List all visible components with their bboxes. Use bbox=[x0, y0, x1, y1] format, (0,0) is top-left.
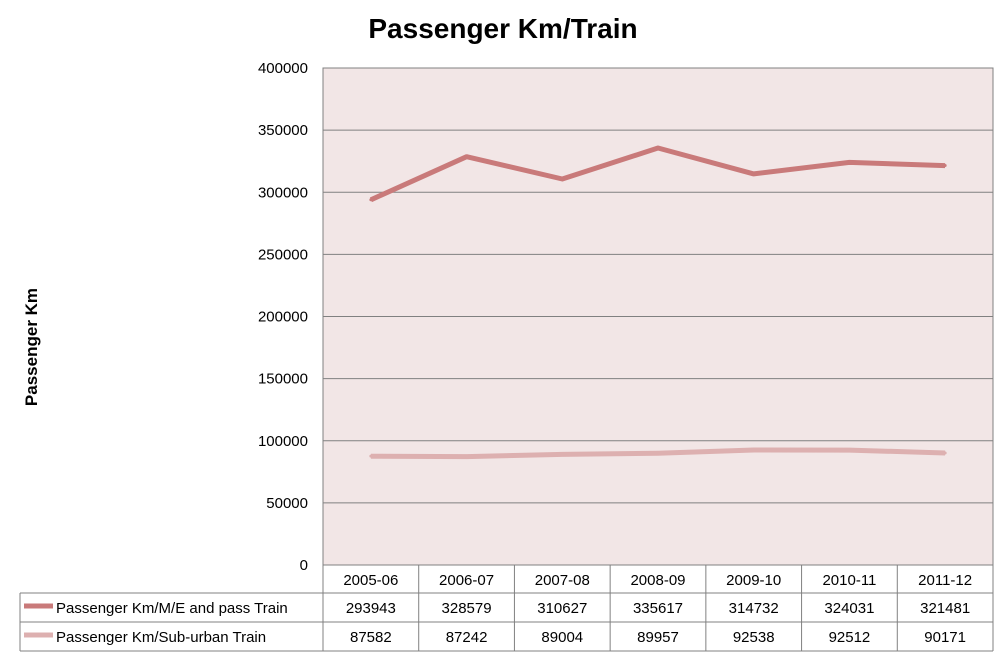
category-label: 2007-08 bbox=[535, 572, 590, 589]
y-axis-ticks: 0 50000 100000 150000 200000 250000 300000 3500… bbox=[258, 60, 308, 574]
data-label: 328579 bbox=[442, 600, 492, 617]
data-point bbox=[656, 146, 660, 150]
category-label: 2005-06 bbox=[343, 572, 398, 589]
data-point bbox=[560, 177, 564, 181]
data-point bbox=[465, 155, 469, 159]
data-point bbox=[847, 448, 851, 452]
data-point bbox=[943, 164, 947, 168]
legend-label: Passenger Km/Sub-urban Train bbox=[56, 629, 266, 646]
data-table: 2005-06 2006-07 2007-08 2008-09 2009-10 2010-… bbox=[19, 565, 994, 652]
category-label: 2010-11 bbox=[822, 572, 876, 589]
data-label: 293943 bbox=[346, 600, 396, 617]
y-tick-label: 0 bbox=[300, 557, 308, 574]
y-tick-label: 300000 bbox=[258, 184, 308, 201]
category-label: 2008-09 bbox=[630, 572, 685, 589]
category-label: 2009-10 bbox=[726, 572, 781, 589]
data-label: 90171 bbox=[924, 629, 966, 646]
y-tick-label: 200000 bbox=[258, 309, 308, 326]
data-point bbox=[656, 451, 660, 455]
data-label: 89004 bbox=[541, 629, 583, 646]
gridlines bbox=[323, 129, 993, 504]
data-label: 92538 bbox=[733, 629, 775, 646]
y-tick-label: 150000 bbox=[258, 371, 308, 388]
data-point bbox=[752, 172, 756, 176]
y-tick-label: 50000 bbox=[266, 495, 308, 512]
legend-label: Passenger Km/M/E and pass Train bbox=[56, 600, 288, 617]
data-point bbox=[560, 452, 564, 456]
y-tick-label: 350000 bbox=[258, 122, 308, 139]
data-point bbox=[752, 448, 756, 452]
data-point bbox=[369, 454, 373, 458]
data-label: 314732 bbox=[729, 600, 779, 617]
data-label: 310627 bbox=[537, 600, 587, 617]
data-label: 321481 bbox=[920, 600, 970, 617]
chart-title: Passenger Km/Train bbox=[368, 13, 637, 44]
category-label: 2011-12 bbox=[918, 572, 972, 589]
y-tick-label: 250000 bbox=[258, 246, 308, 263]
data-label: 324031 bbox=[824, 600, 874, 617]
y-tick-label: 400000 bbox=[258, 60, 308, 77]
y-tick-label: 100000 bbox=[258, 433, 308, 450]
data-point bbox=[369, 198, 373, 202]
y-axis-label: Passenger Km bbox=[22, 288, 41, 406]
category-label: 2006-07 bbox=[439, 572, 494, 589]
data-point bbox=[943, 451, 947, 455]
series-lines bbox=[369, 145, 947, 460]
data-point bbox=[465, 455, 469, 459]
data-label: 89957 bbox=[637, 629, 679, 646]
data-point bbox=[847, 160, 851, 164]
data-label: 335617 bbox=[633, 600, 683, 617]
data-label: 92512 bbox=[829, 629, 871, 646]
data-label: 87582 bbox=[350, 629, 392, 646]
data-label: 87242 bbox=[446, 629, 488, 646]
